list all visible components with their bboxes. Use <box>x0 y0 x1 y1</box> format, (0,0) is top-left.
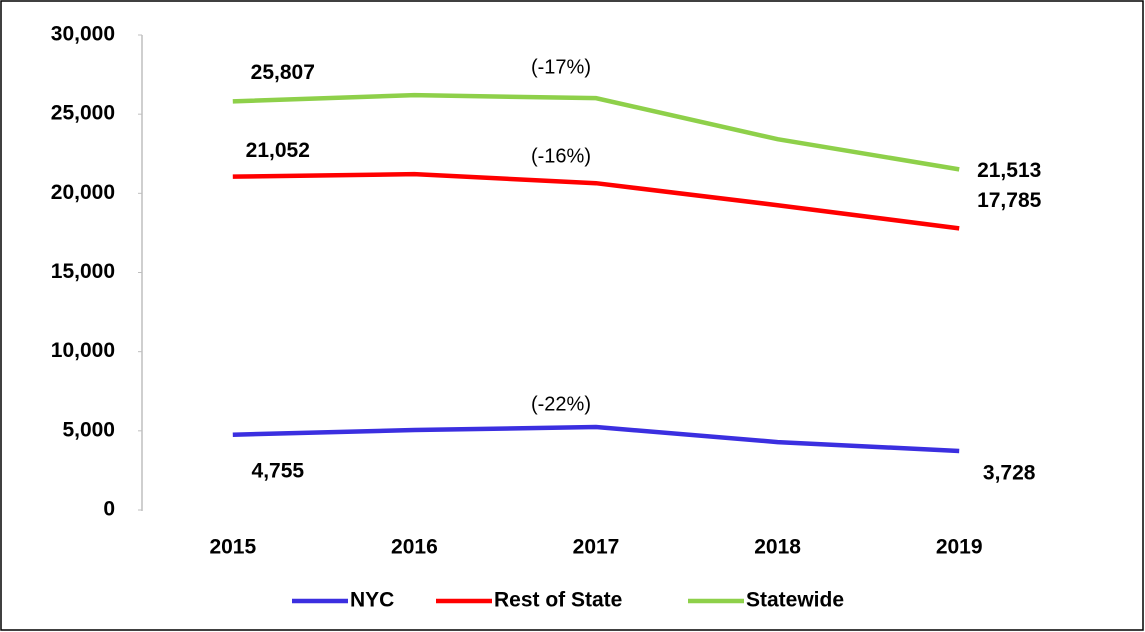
legend-label: Statewide <box>746 589 844 612</box>
data-label: 25,807 <box>251 61 315 84</box>
series-line <box>232 92 960 172</box>
data-label: 17,785 <box>977 189 1042 212</box>
change-annotation: (-16%) <box>531 145 591 167</box>
y-tick-label: 10,000 <box>51 339 115 362</box>
x-tick-label: 2016 <box>391 536 438 559</box>
series-line <box>232 424 960 454</box>
change-annotation: (-17%) <box>531 56 591 78</box>
data-label: 21,052 <box>246 139 310 162</box>
y-tick-label: 30,000 <box>51 23 115 46</box>
x-tick-label: 2018 <box>754 536 801 559</box>
x-tick-label: 2015 <box>209 536 256 559</box>
x-tick-label: 2017 <box>573 536 620 559</box>
legend-label: NYC <box>350 589 394 612</box>
legend-label: Rest of State <box>494 589 622 612</box>
data-label: 4,755 <box>252 459 305 482</box>
series-line <box>232 171 960 231</box>
y-tick-label: 15,000 <box>51 260 115 283</box>
y-tick-label: 0 <box>103 498 115 521</box>
data-label: 21,513 <box>977 159 1041 182</box>
y-tick-label: 20,000 <box>51 181 115 204</box>
x-tick-label: 2019 <box>936 536 983 559</box>
change-annotation: (-22%) <box>531 393 591 415</box>
y-tick-label: 25,000 <box>51 102 115 125</box>
y-tick-label: 5,000 <box>62 418 115 441</box>
data-label: 3,728 <box>983 462 1036 485</box>
